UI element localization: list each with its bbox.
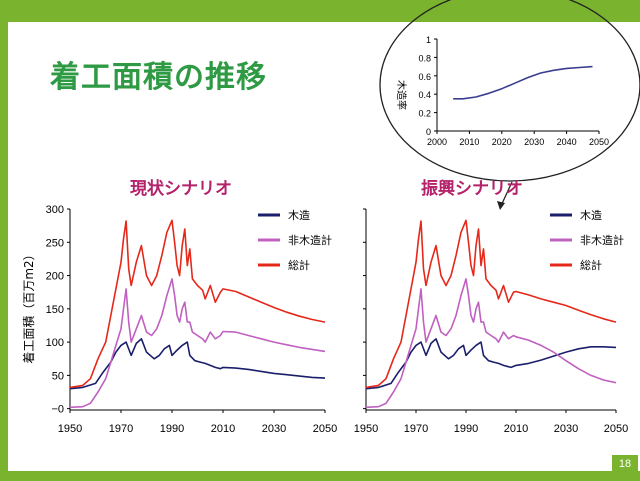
- x-tick-label: 2050: [589, 137, 609, 147]
- inset-y-axis-label: 木造率: [395, 80, 408, 110]
- legend-label-2: 非木造計: [580, 233, 624, 247]
- x-tick-label: 2020: [492, 137, 512, 147]
- left-chart: 1950 1970 1990 2010 2030 2050 300 250 200 150 100 5…: [46, 204, 338, 435]
- y-tick-label: 0.8: [418, 53, 431, 63]
- slide-title: 着工面積の推移: [50, 60, 267, 95]
- y-tick-label: 0.2: [418, 109, 431, 119]
- series-line-1: [69, 338, 326, 390]
- inset-ellipse: [379, 0, 640, 182]
- callout-arrowhead: [497, 201, 505, 210]
- y-tick-label: 200: [46, 271, 64, 283]
- y-tick-label: 150: [46, 304, 64, 316]
- y-tick-label: 0.4: [418, 90, 431, 100]
- series-line-1: [365, 338, 617, 390]
- inset-chart: 2000 2010 2020 2030 2040 2050 1 0.8 0.6 0.4 0.2 0: [418, 35, 609, 147]
- bottom-accent-bar: [0, 471, 640, 481]
- x-tick-label: 2010: [211, 423, 235, 435]
- series-line-2: [365, 278, 617, 409]
- legend-label-1: 木造: [288, 208, 310, 222]
- x-tick-label: 2040: [557, 137, 577, 147]
- y-tick-label: 300: [46, 204, 64, 216]
- left-y-axis-label: 着工面積（百万m2）: [21, 248, 36, 363]
- x-tick-label: 1950: [354, 423, 378, 435]
- x-tick-label: 1950: [58, 423, 82, 435]
- x-tick-label: 2030: [524, 137, 544, 147]
- y-tick-label: 250: [46, 237, 64, 249]
- y-tick-label: 0.6: [418, 72, 431, 82]
- legend-label-2: 非木造計: [288, 233, 332, 247]
- x-tick-label: 2030: [262, 423, 286, 435]
- series-line-1: [453, 65, 593, 100]
- x-tick-label: 2010: [504, 423, 528, 435]
- top-accent-bar: [0, 0, 640, 22]
- x-tick-label: 2000: [427, 137, 447, 147]
- series-line-2: [69, 278, 326, 409]
- x-tick-label: 1970: [404, 423, 428, 435]
- x-tick-label: 2050: [604, 423, 628, 435]
- x-tick-label: 1970: [109, 423, 133, 435]
- scenario-title-promotion: 振興シナリオ: [421, 178, 523, 199]
- series-line-3: [69, 219, 326, 389]
- y-tick-label: 0: [426, 127, 431, 137]
- y-tick-label: −0: [51, 404, 64, 416]
- y-tick-label: 100: [46, 337, 64, 349]
- x-tick-label: 2050: [313, 423, 337, 435]
- y-tick-label: 1: [426, 35, 431, 45]
- left-accent-stripe: [0, 22, 8, 471]
- scenario-title-current: 現状シナリオ: [130, 178, 232, 199]
- y-tick-label: 50: [52, 370, 64, 382]
- x-tick-label: 1990: [454, 423, 478, 435]
- page-number: 18: [612, 455, 638, 473]
- series-line-3: [365, 219, 617, 389]
- x-tick-label: 1990: [160, 423, 184, 435]
- x-tick-label: 2030: [554, 423, 578, 435]
- legend-label-3: 総計: [580, 258, 602, 272]
- legend-label-3: 総計: [288, 258, 310, 272]
- legend-label-1: 木造: [580, 208, 602, 222]
- x-tick-label: 2010: [459, 137, 479, 147]
